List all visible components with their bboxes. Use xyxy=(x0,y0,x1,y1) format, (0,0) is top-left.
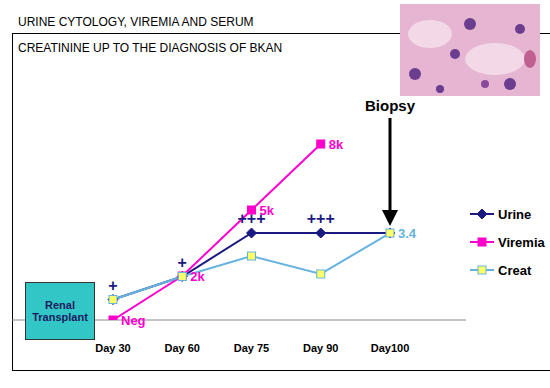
svg-text:Day 90: Day 90 xyxy=(303,342,338,354)
svg-text:5k: 5k xyxy=(260,203,275,218)
svg-text:+++: +++ xyxy=(307,210,335,227)
svg-text:Day 30: Day 30 xyxy=(95,342,130,354)
svg-text:Day 75: Day 75 xyxy=(234,342,269,354)
html-text:Biopsy: Biopsy xyxy=(365,97,415,114)
html-text:Viremia: Viremia xyxy=(498,234,545,250)
svg-text:8k: 8k xyxy=(329,137,344,152)
svg-text:+: + xyxy=(178,254,187,271)
svg-text:2k: 2k xyxy=(190,269,205,284)
html-text:Creat: Creat xyxy=(498,262,532,278)
html-text:Renal Transplant: Renal Transplant xyxy=(32,299,88,323)
svg-text:Day 60: Day 60 xyxy=(165,342,200,354)
svg-text:+: + xyxy=(108,277,117,294)
svg-text:3.4: 3.4 xyxy=(398,226,417,241)
html-text:URINE CYTOLOGY, VIREMIA AND SE: URINE CYTOLOGY, VIREMIA AND SERUM CREATI… xyxy=(18,15,283,55)
html-text:Urine: Urine xyxy=(498,206,532,222)
svg-text:Neg: Neg xyxy=(121,313,146,328)
svg-text:Day100: Day100 xyxy=(371,342,410,354)
